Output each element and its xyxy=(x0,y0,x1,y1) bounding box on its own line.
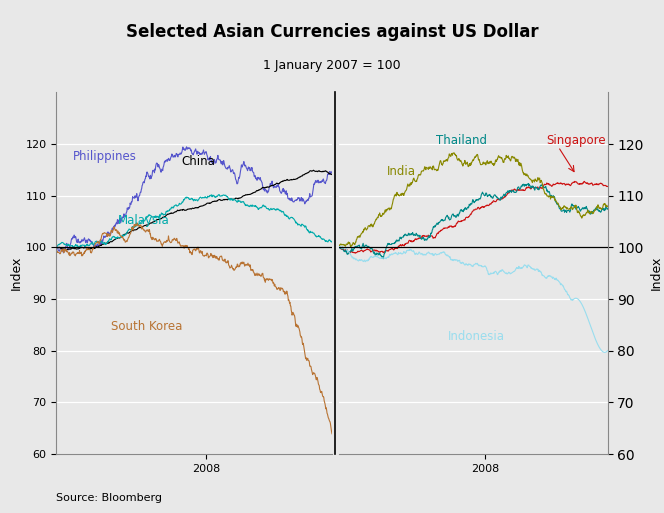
Text: South Korea: South Korea xyxy=(112,320,183,333)
Text: Malaysia: Malaysia xyxy=(118,214,170,227)
Text: Selected Asian Currencies against US Dollar: Selected Asian Currencies against US Dol… xyxy=(125,23,539,41)
Text: 1 January 2007 = 100: 1 January 2007 = 100 xyxy=(263,59,401,72)
Text: China: China xyxy=(181,155,215,168)
Text: Singapore: Singapore xyxy=(546,134,606,147)
Y-axis label: Index: Index xyxy=(10,256,23,290)
Text: Source: Bloomberg: Source: Bloomberg xyxy=(56,493,163,503)
Text: Philippines: Philippines xyxy=(72,149,136,163)
Text: India: India xyxy=(386,165,416,178)
Text: Thailand: Thailand xyxy=(436,134,487,147)
Y-axis label: Index: Index xyxy=(649,256,662,290)
Text: Indonesia: Indonesia xyxy=(448,330,505,343)
